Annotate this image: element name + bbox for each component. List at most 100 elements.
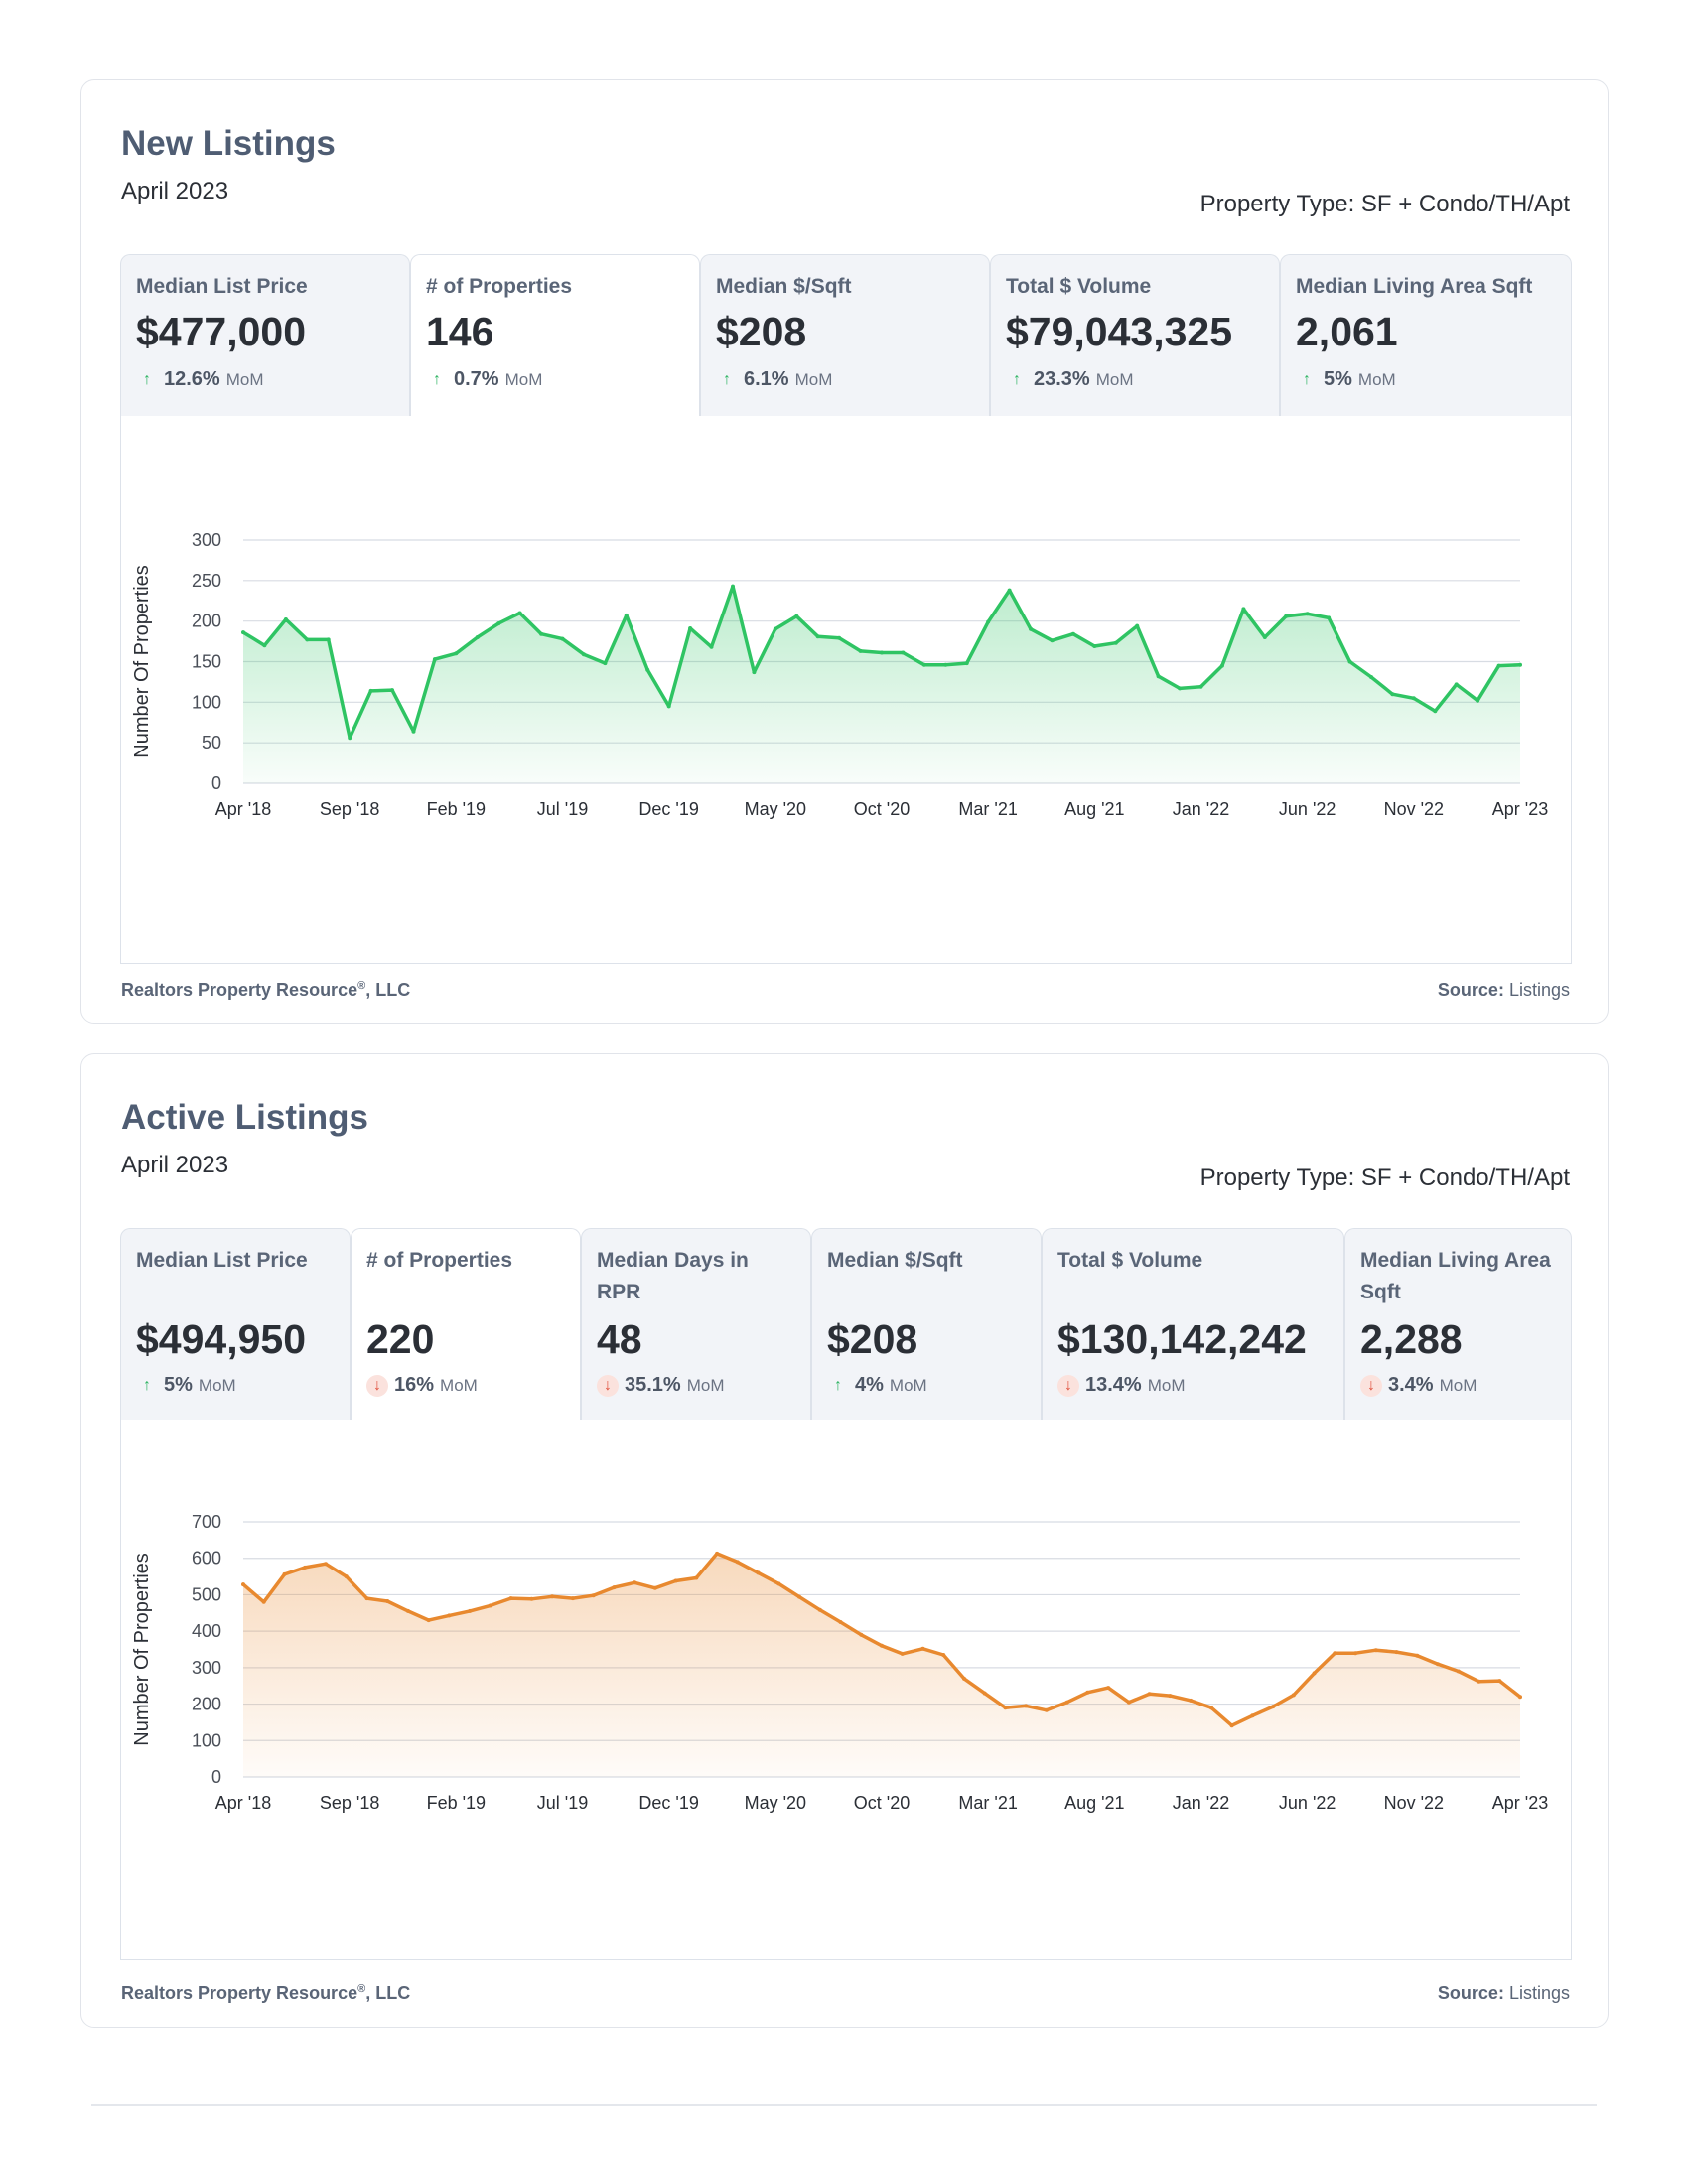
- stat-tab-median-sqft[interactable]: Median $/Sqft $208 ↑ 4% MoM: [811, 1228, 1042, 1420]
- arrow-up-icon: ↑: [143, 1376, 151, 1394]
- stat-label: Median $/Sqft: [716, 275, 852, 298]
- data-point: [496, 621, 501, 626]
- stat-change-percent: 0.7%: [454, 368, 499, 390]
- active-listings-chart: 0 100 200 300 400 500 600 700 Apr '18 Sep '18 Feb …: [131, 1512, 1548, 1813]
- data-point: [591, 1593, 596, 1598]
- data-point: [447, 1613, 452, 1618]
- y-tick-label: 250: [192, 571, 221, 591]
- y-tick-label: 500: [192, 1584, 221, 1604]
- y-tick-label: 0: [211, 773, 221, 793]
- stat-value: $130,142,242: [1057, 1316, 1307, 1362]
- data-point: [1050, 638, 1055, 643]
- stat-value: 146: [426, 309, 494, 354]
- stat-change-unit: MoM: [1147, 1375, 1186, 1395]
- stat-tab-median-list-price[interactable]: Median List Price $494,950 ↑ 5% MoM: [120, 1228, 351, 1420]
- data-point: [517, 611, 522, 615]
- x-tick-label: Apr '23: [1492, 799, 1548, 819]
- x-tick-label: Apr '18: [215, 799, 271, 819]
- data-point: [468, 1608, 473, 1613]
- data-point: [1291, 1693, 1296, 1698]
- stat-change: ↑ 0.7% MoM: [426, 368, 542, 391]
- data-point: [1070, 631, 1075, 636]
- y-tick-label: 150: [192, 652, 221, 672]
- data-point: [941, 1653, 946, 1657]
- data-point: [1353, 1651, 1358, 1656]
- stat-tab-median-living-area-sqft[interactable]: Median Living Area Sqft 2,061 ↑ 5% MoM: [1280, 254, 1572, 416]
- data-point: [282, 1571, 287, 1576]
- stat-label: Total $ Volume: [1057, 1249, 1203, 1272]
- stat-tab-of-properties[interactable]: # of Properties 220 ↓ 16% MoM: [351, 1228, 581, 1420]
- x-tick-label: Aug '21: [1064, 799, 1125, 819]
- stat-change: ↑ 23.3% MoM: [1006, 368, 1134, 391]
- data-point: [709, 644, 714, 649]
- x-tick-label: Jul '19: [537, 1793, 588, 1813]
- data-point: [1284, 614, 1289, 618]
- stat-tab-median-days-in-rpr[interactable]: Median Days in RPR 48 ↓ 35.1% MoM: [581, 1228, 811, 1420]
- data-point: [1229, 1723, 1234, 1728]
- section-title: Active Listings: [121, 1098, 368, 1137]
- y-tick-label: 700: [192, 1512, 221, 1532]
- stat-change-percent: 13.4%: [1085, 1374, 1142, 1396]
- data-point: [1198, 684, 1203, 689]
- stat-change-percent: 3.4%: [1388, 1374, 1434, 1396]
- stat-tab-of-properties[interactable]: # of Properties 146 ↑ 0.7% MoM: [410, 254, 700, 416]
- data-point: [901, 650, 906, 655]
- data-point: [1411, 696, 1416, 701]
- data-point: [1147, 1692, 1152, 1697]
- y-tick-label: 100: [192, 1730, 221, 1750]
- stat-tab-total-volume[interactable]: Total $ Volume $79,043,325 ↑ 23.3% MoM: [990, 254, 1280, 416]
- data-point: [715, 1551, 720, 1556]
- data-point: [1518, 662, 1522, 667]
- data-point: [1003, 1706, 1008, 1710]
- x-tick-label: Mar '21: [958, 1793, 1017, 1813]
- x-tick-label: Jan '22: [1173, 799, 1229, 819]
- data-point: [920, 1646, 925, 1651]
- data-point: [570, 1596, 575, 1601]
- data-point: [1029, 626, 1033, 631]
- x-tick-label: May '20: [745, 799, 806, 819]
- data-point: [838, 1620, 843, 1624]
- stat-change-unit: MoM: [889, 1375, 927, 1395]
- series-area: [243, 586, 1520, 783]
- x-tick-label: Oct '20: [854, 799, 910, 819]
- y-axis-label: Number Of Properties: [131, 1553, 153, 1746]
- stat-change-unit: MoM: [1357, 369, 1396, 389]
- arrow-up-icon: ↑: [723, 370, 731, 388]
- x-tick-label: Nov '22: [1384, 799, 1444, 819]
- x-tick-label: Mar '21: [958, 799, 1017, 819]
- data-point: [1106, 1686, 1111, 1691]
- data-point: [475, 635, 480, 639]
- arrow-up-icon: ↑: [834, 1376, 842, 1394]
- stat-tabs: Median List Price $477,000 ↑ 12.6% MoM # of P…: [120, 254, 1572, 416]
- data-point: [1126, 1700, 1131, 1705]
- data-point: [1241, 607, 1246, 612]
- data-point: [405, 1608, 410, 1613]
- data-point: [921, 662, 926, 667]
- stat-tab-median-list-price[interactable]: Median List Price $477,000 ↑ 12.6% MoM: [120, 254, 410, 416]
- x-tick-label: Jan '22: [1173, 1793, 1229, 1813]
- data-point: [1333, 1651, 1337, 1656]
- arrow-down-icon: ↓: [1057, 1374, 1079, 1397]
- y-tick-label: 100: [192, 692, 221, 712]
- stat-value: $208: [827, 1316, 918, 1362]
- data-point: [385, 1599, 390, 1603]
- x-tick-label: Dec '19: [638, 1793, 698, 1813]
- data-point: [982, 1691, 987, 1696]
- data-point: [426, 1618, 431, 1623]
- section-date: April 2023: [121, 1152, 229, 1178]
- stat-value: $494,950: [136, 1316, 307, 1362]
- stat-change: ↓ 16% MoM: [366, 1374, 478, 1397]
- stat-change-unit: MoM: [225, 369, 264, 389]
- stat-change-unit: MoM: [794, 369, 833, 389]
- data-point: [326, 637, 331, 642]
- stat-tab-total-volume[interactable]: Total $ Volume $130,142,242 ↓ 13.4% MoM: [1042, 1228, 1344, 1420]
- data-point: [645, 667, 650, 672]
- stat-tab-median-sqft[interactable]: Median $/Sqft $208 ↑ 6.1% MoM: [700, 254, 990, 416]
- data-point: [539, 631, 544, 636]
- data-point: [735, 1560, 740, 1565]
- stat-change-unit: MoM: [198, 1375, 236, 1395]
- data-point: [859, 1632, 864, 1637]
- data-point: [773, 626, 777, 631]
- data-point: [262, 643, 267, 648]
- stat-tab-median-living-area-sqft[interactable]: Median Living Area Sqft 2,288 ↓ 3.4% MoM: [1344, 1228, 1572, 1420]
